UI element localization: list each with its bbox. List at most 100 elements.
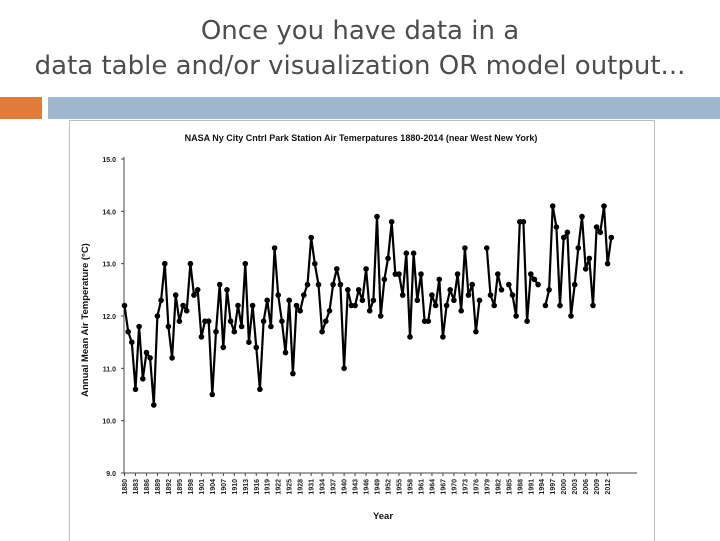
data-point — [330, 281, 336, 288]
data-point — [275, 292, 282, 298]
chart-frame — [69, 120, 655, 541]
data-point — [326, 308, 333, 314]
x-tick-label: 1940 — [342, 479, 349, 495]
x-tick-label: 1964 — [429, 479, 436, 495]
data-point — [469, 281, 476, 288]
x-tick-label: 1919 — [265, 479, 272, 495]
x-tick-label: 2003 — [572, 479, 579, 495]
data-point — [370, 297, 377, 304]
data-point — [440, 334, 446, 340]
data-point — [506, 281, 512, 288]
data-point — [366, 308, 373, 314]
x-tick-label: 1976 — [473, 479, 480, 495]
data-point — [396, 271, 402, 277]
accent-bar-blue — [48, 97, 720, 119]
x-tick-label: 1916 — [254, 479, 261, 495]
data-point — [429, 292, 435, 298]
x-tick-label: 1892 — [166, 479, 173, 495]
x-tick-label: 1883 — [133, 479, 140, 495]
data-point — [465, 292, 472, 298]
data-point — [249, 302, 256, 309]
data-point — [304, 281, 311, 288]
data-point — [242, 260, 249, 267]
data-point — [271, 245, 278, 251]
data-point — [399, 292, 406, 298]
data-point — [593, 224, 600, 230]
x-tick-label: 1880 — [122, 479, 129, 495]
data-point — [535, 281, 541, 288]
data-point — [220, 344, 227, 351]
data-point — [154, 313, 161, 319]
data-point — [194, 287, 201, 293]
data-point — [443, 302, 450, 309]
x-tick-label: 1985 — [506, 479, 513, 495]
data-point — [451, 297, 457, 304]
data-point — [528, 271, 534, 277]
data-point — [235, 302, 241, 309]
x-tick-label: 1895 — [177, 479, 184, 495]
data-point — [158, 297, 164, 304]
data-point — [498, 287, 505, 293]
y-tick-label: 15.0 — [102, 157, 116, 164]
data-point — [597, 229, 604, 236]
x-tick-label: 1970 — [451, 479, 458, 495]
data-point — [495, 271, 501, 277]
data-point — [447, 287, 454, 293]
data-point — [381, 276, 388, 283]
x-tick-label: 1913 — [243, 479, 250, 495]
data-point — [546, 287, 552, 293]
data-point — [407, 334, 413, 340]
x-tick-label: 1898 — [188, 479, 195, 495]
data-point — [282, 349, 289, 356]
data-point — [268, 323, 274, 330]
slide-title-line-2: data table and/or visualization OR model… — [34, 51, 686, 81]
x-tick-label: 1925 — [287, 479, 294, 495]
data-point — [187, 260, 194, 267]
data-point — [227, 318, 234, 325]
data-point — [238, 323, 245, 330]
data-point — [363, 266, 369, 272]
data-point — [198, 334, 205, 340]
data-point — [213, 328, 219, 335]
data-point — [125, 328, 131, 335]
data-point — [377, 313, 384, 319]
data-point — [183, 308, 190, 314]
data-point — [337, 281, 344, 288]
data-point — [425, 318, 432, 325]
data-point — [279, 318, 285, 325]
y-tick-label: 10.0 — [102, 419, 116, 426]
data-point — [129, 339, 135, 346]
x-tick-label: 1967 — [440, 479, 447, 495]
data-point — [484, 245, 490, 251]
data-point — [491, 302, 498, 309]
data-point — [253, 344, 260, 351]
data-point — [385, 255, 391, 262]
data-point — [590, 302, 596, 309]
x-tick-label: 1952 — [386, 479, 393, 495]
x-ticks: 1880 1883 1886 1889 1892 1895 1898 1901 1904 1907… — [122, 473, 612, 495]
data-point — [165, 323, 172, 330]
x-tick-label: 1928 — [298, 479, 305, 495]
data-point — [308, 234, 315, 241]
data-point — [388, 219, 395, 225]
data-point — [216, 281, 223, 288]
data-point — [553, 224, 560, 230]
data-point — [582, 266, 589, 272]
data-point — [557, 302, 563, 309]
data-point — [549, 203, 556, 209]
x-tick-label: 1886 — [144, 479, 151, 495]
x-tick-label: 1934 — [320, 479, 327, 495]
x-tick-label: 1901 — [199, 479, 206, 495]
data-point — [286, 297, 293, 304]
x-tick-label: 2006 — [583, 479, 590, 495]
data-point — [191, 292, 197, 298]
x-tick-label: 1907 — [221, 479, 228, 495]
x-tick-label: 1904 — [210, 479, 217, 495]
x-tick-label: 2012 — [605, 479, 612, 495]
data-point — [374, 213, 380, 220]
data-point — [345, 287, 351, 293]
x-tick-label: 2000 — [561, 479, 568, 495]
data-point — [432, 302, 439, 309]
data-point — [341, 365, 347, 372]
data-point — [162, 260, 168, 267]
